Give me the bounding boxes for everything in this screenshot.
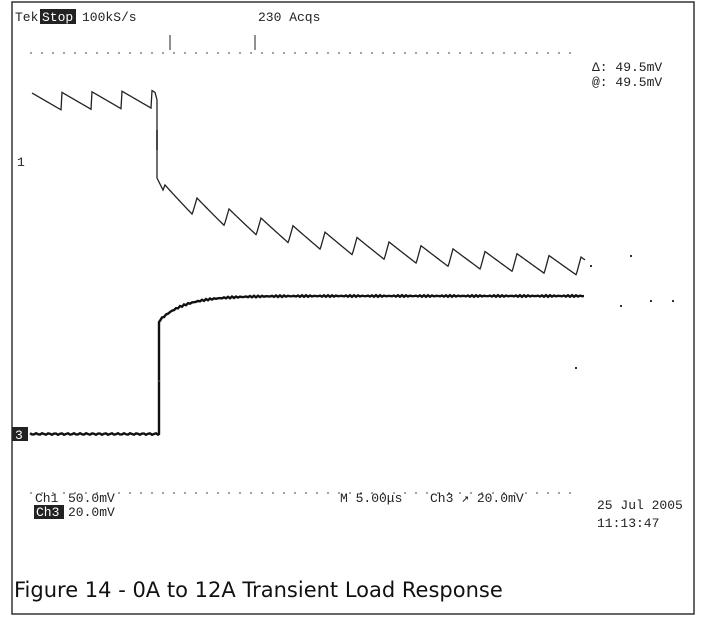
ch3-scale: 20.0mV (68, 505, 115, 520)
trigger: Ch3 ↗ 20.0mV (430, 491, 524, 506)
dot (672, 300, 674, 302)
brand: Tek (15, 10, 39, 25)
state: Stop (42, 10, 73, 25)
dot (590, 265, 592, 267)
dot (620, 305, 622, 307)
acquisitions: 230 Acqs (258, 10, 320, 25)
ch3-marker: 3 (15, 428, 23, 443)
cursor-delta: Δ: 49.5mV (592, 60, 662, 75)
time: 11:13:47 (597, 516, 659, 531)
date: 25 Jul 2005 (597, 498, 683, 513)
ch3-trace (29, 293, 585, 437)
dot (158, 380, 160, 382)
dot (575, 367, 577, 369)
ch3-label: Ch3 (36, 505, 59, 520)
cursor-at: @: 49.5mV (592, 75, 662, 90)
ch3-marker-box (12, 427, 28, 441)
rate: 100kS/s (82, 10, 137, 25)
dot (650, 300, 652, 302)
ch1-label: Ch1 (35, 491, 59, 506)
ch3-box (34, 505, 64, 519)
ch1-trace (31, 89, 586, 276)
dot (630, 255, 632, 257)
ch1-scale: 50.0mV (68, 491, 115, 506)
state-box (40, 9, 76, 24)
ch1-marker: 1 (17, 155, 25, 170)
caption: Figure 14 - 0A to 12A Transient Load Res… (14, 578, 503, 602)
timebase: M 5.00μs (340, 491, 402, 506)
frame (11, 1, 695, 615)
